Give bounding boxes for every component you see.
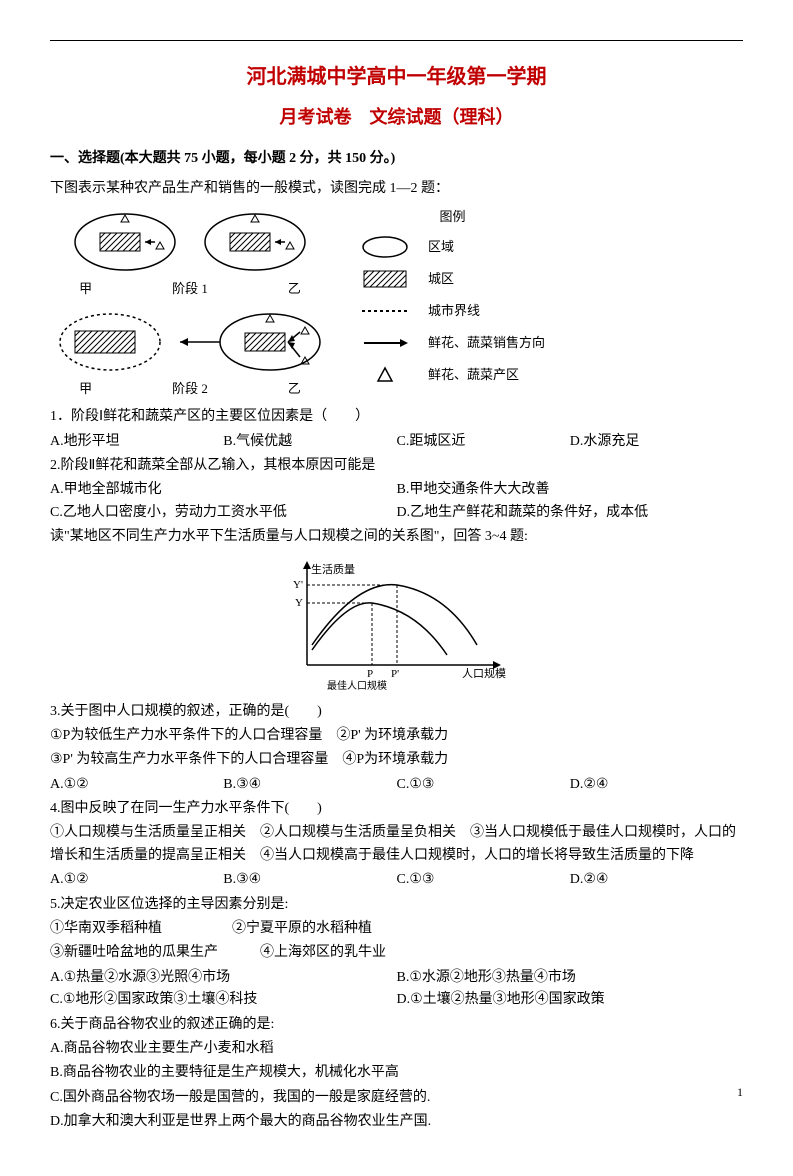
page-number: 1 <box>737 1083 743 1102</box>
q4-sub1: ①人口规模与生活质量呈正相关 ②人口规模与生活质量呈负相关 ③当人口规模低于最佳… <box>50 822 743 867</box>
legend-city: 城区 <box>428 269 454 290</box>
chart-xtick-2: P' <box>391 668 399 680</box>
quality-population-chart: 生活质量 人口规模 Y' Y P P' 最佳人口规模 <box>277 555 517 695</box>
label-jia-1: 甲 <box>79 279 92 300</box>
label-yi-1: 乙 <box>288 279 301 300</box>
intro-text-2: 读"某地区不同生产力水平下生活质量与人口规模之间的关系图"，回答 3~4 题: <box>50 526 743 548</box>
q4-opt-c: C.①③ <box>397 869 570 891</box>
diagram-stage1-yi <box>195 207 315 277</box>
q4-opt-a: A.①② <box>50 869 223 891</box>
q4-opt-b: B.③④ <box>223 869 396 891</box>
legend-ellipse-icon <box>360 235 410 259</box>
q3-stem: 3.关于图中人口规模的叙述，正确的是( ) <box>50 701 743 723</box>
diagram-stage2-jia <box>50 307 170 377</box>
q6-stem: 6.关于商品谷物农业的叙述正确的是: <box>50 1014 743 1036</box>
label-stage2: 阶段 2 <box>172 379 208 400</box>
q1-opt-a: A.地形平坦 <box>50 431 223 453</box>
q2-stem: 2.阶段Ⅱ鲜花和蔬菜全部从乙输入，其根本原因可能是 <box>50 455 743 477</box>
legend: 图例 区域 城区 城市界线 鲜花、蔬菜销售方向 鲜花、蔬菜产区 <box>360 207 545 396</box>
q4-stem: 4.图中反映了在同一生产力水平条件下( ) <box>50 798 743 820</box>
q5-opt-d: D.①土壤②热量③地形④国家政策 <box>397 989 744 1011</box>
q3-sub1: ①P为较低生产力水平条件下的人口合理容量 ②P' 为环境承载力 <box>50 725 743 747</box>
q3-opt-a: A.①② <box>50 774 223 796</box>
chart-ytick-1: Y' <box>293 579 303 591</box>
q1-opt-d: D.水源充足 <box>570 431 743 453</box>
chart-xlabel2: 最佳人口规模 <box>327 679 387 692</box>
q5-sub2: ③新疆吐哈盆地的瓜果生产 ④上海郊区的乳牛业 <box>50 942 743 964</box>
q6-opt-b: B.商品谷物农业的主要特征是生产规模大，机械化水平高 <box>50 1062 743 1084</box>
q1-opt-c: C.距城区近 <box>397 431 570 453</box>
chart-xlabel: 人口规模 <box>462 666 506 680</box>
q3-opt-c: C.①③ <box>397 774 570 796</box>
q2-opt-c: C.乙地人口密度小，劳动力工资水平低 <box>50 502 397 524</box>
diagram-stage1-jia <box>65 207 185 277</box>
chart-xtick-1: P <box>367 668 373 680</box>
label-yi-2: 乙 <box>288 379 301 400</box>
legend-arrow: 鲜花、蔬菜销售方向 <box>428 333 545 354</box>
title-line2: 月考试卷 文综试题（理科） <box>50 103 743 132</box>
q2-opt-a: A.甲地全部城市化 <box>50 479 397 501</box>
section-header: 一、选择题(本大题共 75 小题，每小题 2 分，共 150 分。) <box>50 148 743 170</box>
q1-opt-b: B.气候优越 <box>223 431 396 453</box>
chart-ytick-2: Y <box>295 597 303 609</box>
q2-opt-b: B.甲地交通条件大大改善 <box>397 479 744 501</box>
title-line1: 河北满城中学高中一年级第一学期 <box>50 61 743 93</box>
legend-triangle: 鲜花、蔬菜产区 <box>428 365 519 386</box>
legend-dotted-icon <box>360 299 410 323</box>
legend-triangle-icon <box>360 363 410 387</box>
q6-opt-d: D.加拿大和澳大利亚是世界上两个最大的商品谷物农业生产国. <box>50 1111 743 1133</box>
chart-ylabel: 生活质量 <box>311 562 355 576</box>
legend-title: 图例 <box>360 207 545 228</box>
legend-arrow-icon <box>360 331 410 355</box>
q5-opt-b: B.①水源②地形③热量④市场 <box>397 967 744 989</box>
label-jia-2: 甲 <box>79 379 92 400</box>
legend-hatch-icon <box>360 267 410 291</box>
q1-stem: 1．阶段Ⅰ鲜花和蔬菜产区的主要区位因素是（ ） <box>50 406 743 428</box>
diagram-stage-legend: 甲 阶段 1 乙 <box>50 207 743 401</box>
label-stage1: 阶段 1 <box>172 279 208 300</box>
q5-opt-a: A.①热量②水源③光照④市场 <box>50 967 397 989</box>
q2-opt-d: D.乙地生产鲜花和蔬菜的条件好，成本低 <box>397 502 744 524</box>
q5-stem: 5.决定农业区位选择的主导因素分别是: <box>50 894 743 916</box>
q3-opt-d: D.②④ <box>570 774 743 796</box>
q5-opt-c: C.①地形②国家政策③土壤④科技 <box>50 989 397 1011</box>
q5-sub1: ①华南双季稻种植 ②宁夏平原的水稻种植 <box>50 918 743 940</box>
legend-border: 城市界线 <box>428 301 480 322</box>
q4-opt-d: D.②④ <box>570 869 743 891</box>
q6-opt-a: A.商品谷物农业主要生产小麦和水稻 <box>50 1038 743 1060</box>
q3-sub2: ③P' 为较高生产力水平条件下的人口合理容量 ④P为环境承载力 <box>50 749 743 771</box>
intro-text-1: 下图表示某种农产品生产和销售的一般模式，读图完成 1—2 题： <box>50 178 743 200</box>
q3-opt-b: B.③④ <box>223 774 396 796</box>
diagram-stage2-yi <box>180 307 330 377</box>
legend-region: 区域 <box>428 237 454 258</box>
q6-opt-c: C.国外商品谷物农场一般是国营的，我国的一般是家庭经营的. <box>50 1087 743 1109</box>
